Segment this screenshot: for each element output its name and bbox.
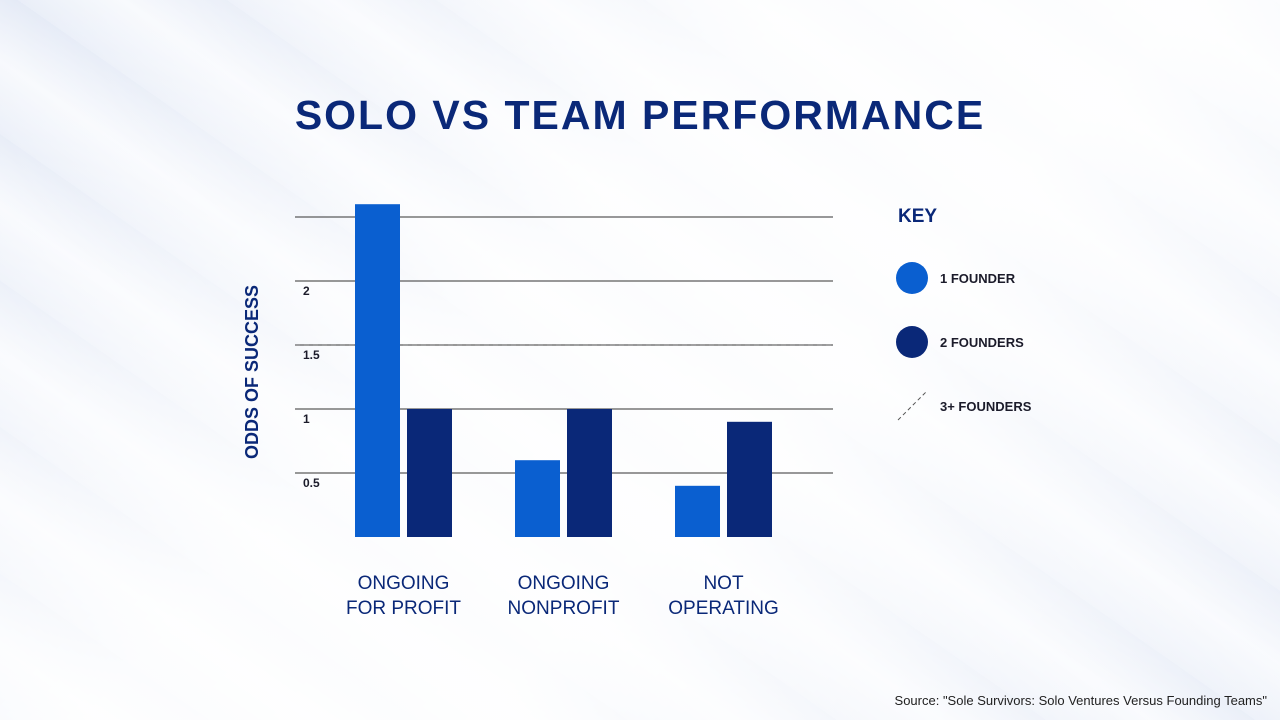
bar-1-founder-0 bbox=[355, 204, 400, 537]
legend-item-1-founder: 1 FOUNDER bbox=[896, 261, 1015, 295]
legend-label-3-founders: 3+ FOUNDERS bbox=[940, 398, 1032, 414]
x-tick-label-2-1: OPERATING bbox=[668, 598, 779, 619]
bar-2-founders-0 bbox=[407, 409, 452, 537]
legend-label-2-founders: 2 FOUNDERS bbox=[940, 334, 1024, 350]
x-tick-label-1-1: NONPROFIT bbox=[508, 598, 620, 619]
y-tick-label-2: 1.5 bbox=[303, 348, 320, 362]
key-title: KEY bbox=[898, 206, 938, 227]
x-tick-label-2-0: NOT bbox=[703, 573, 744, 594]
x-tick-label-0-1: FOR PROFIT bbox=[346, 598, 461, 619]
legend-label-1-founder: 1 FOUNDER bbox=[940, 270, 1016, 286]
bar-1-founder-1 bbox=[515, 460, 560, 537]
bar-2-founders-1 bbox=[567, 409, 612, 537]
legend-item-3-founders: 3+ FOUNDERS bbox=[896, 389, 1031, 423]
y-tick-label-0: 0.5 bbox=[303, 476, 320, 490]
x-tick-label-1-0: ONGOING bbox=[518, 573, 610, 594]
bar-2-founders-2 bbox=[727, 421, 772, 537]
y-tick-label-3: 2 bbox=[303, 284, 310, 298]
y-tick-label-1: 1 bbox=[303, 412, 310, 426]
source-note: Source: "Sole Survivors: Solo Ventures V… bbox=[894, 693, 1267, 708]
legend-swatch-3-founders bbox=[897, 391, 927, 421]
legend-swatch-1-founder bbox=[896, 262, 928, 294]
x-tick-label-0-0: ONGOING bbox=[358, 573, 450, 594]
y-axis-label: ODDS OF SUCCESS bbox=[242, 285, 262, 459]
legend-swatch-2-founders bbox=[896, 326, 928, 358]
legend-item-2-founders: 2 FOUNDERS bbox=[896, 325, 1024, 359]
chart-title: SOLO VS TEAM PERFORMANCE bbox=[294, 92, 986, 138]
bar-1-founder-2 bbox=[675, 485, 720, 537]
